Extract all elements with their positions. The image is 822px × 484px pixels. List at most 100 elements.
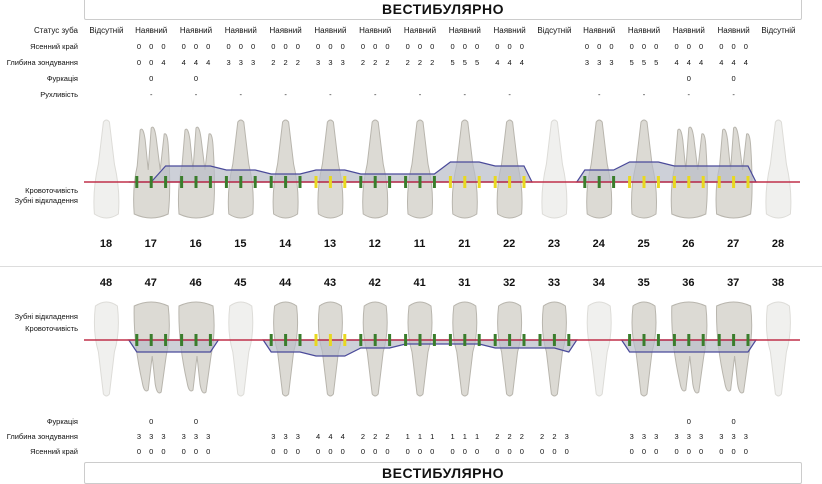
probing-depth-value: 4 [743, 58, 748, 67]
gingival-margin-value: 0 [328, 447, 333, 456]
probing-depth-value: 3 [609, 58, 614, 67]
bleeding-marker [432, 334, 436, 346]
probing-depth-value: 4 [161, 58, 166, 67]
gingival-margin-value: 0 [193, 447, 199, 456]
bleeding-marker [583, 176, 587, 188]
tooth-number: 41 [413, 277, 426, 289]
gingival-margin-value: 0 [629, 42, 634, 51]
gingival-margin-value: 0 [462, 447, 467, 456]
furcation-value: 0 [193, 74, 199, 83]
probing-depth-value: 3 [597, 58, 602, 67]
gingival-margin-value: 0 [686, 42, 691, 51]
probing-depth-value: 2 [519, 432, 524, 441]
bleeding-marker [359, 176, 363, 188]
probing-depth-value: 2 [495, 432, 500, 441]
gingival-margin-value: 0 [360, 447, 366, 456]
tooth [407, 301, 433, 397]
bleeding-marker [522, 334, 526, 346]
bleeding-marker [269, 176, 273, 188]
probing-depth-value: 3 [295, 432, 300, 441]
tooth-status: Відсутній [761, 26, 796, 35]
gingival-margin-value: 0 [385, 447, 390, 456]
probing-depth-value: 2 [540, 432, 545, 441]
probing-depth-value: 5 [629, 58, 634, 67]
tooth-number: 24 [592, 238, 605, 250]
probing-depth-value: 3 [136, 432, 142, 441]
probing-depth-value: 2 [360, 58, 366, 67]
label-plaque-lower: Зубні відкладення [14, 312, 78, 321]
tooth-number: 21 [458, 238, 471, 250]
plaque-marker [463, 176, 467, 188]
probing-depth-value: 3 [193, 432, 199, 441]
gingival-margin-value: 0 [340, 42, 345, 51]
bleeding-marker [194, 176, 198, 188]
probing-depth-value: 3 [731, 432, 736, 441]
gingival-margin-value: 0 [743, 447, 748, 456]
furcation-value: 0 [149, 74, 154, 83]
probing-depth-value: 3 [564, 432, 569, 441]
tooth-number: 33 [547, 277, 561, 289]
bleeding-marker [239, 176, 243, 188]
tooth [362, 119, 389, 219]
gingival-margin-value: 0 [474, 42, 480, 51]
probing-depth-value: 4 [328, 432, 333, 441]
probing-depth-value: 2 [507, 432, 512, 441]
tooth-outline [407, 119, 433, 219]
tooth-outline [133, 126, 171, 219]
gingival-margin-value: 0 [417, 42, 423, 51]
tooth-status: Наявний [314, 26, 347, 35]
tooth-status: Наявний [672, 26, 705, 35]
bleeding-marker [180, 334, 184, 346]
gingival-margin-value: 0 [430, 42, 435, 51]
tooth [93, 119, 120, 219]
bleeding-marker [164, 334, 168, 346]
label-furcation-lower: Фуркація [46, 417, 78, 426]
gingival-margin-value: 0 [698, 447, 704, 456]
gingival-margin-value: 0 [719, 42, 724, 51]
probing-depth-value: 5 [462, 58, 467, 67]
bleeding-marker [388, 334, 392, 346]
gingival-margin-value: 0 [316, 42, 321, 51]
probing-depth-value: 3 [206, 432, 211, 441]
probing-depth-value: 4 [193, 58, 199, 67]
bleeding-marker [298, 334, 302, 346]
bleeding-marker [359, 334, 363, 346]
gingival-margin-value: 0 [641, 447, 647, 456]
probing-depth-value: 2 [271, 58, 276, 67]
plaque-marker [642, 176, 646, 188]
plaque-marker [448, 176, 452, 188]
gingival-margin-value: 0 [698, 42, 704, 51]
label-status: Статус зуба [33, 26, 78, 35]
tooth [317, 119, 344, 219]
probing-depth-value: 3 [654, 432, 659, 441]
probing-depth-value: 3 [271, 432, 276, 441]
furcation-value: 0 [193, 417, 199, 426]
tooth-outline [362, 301, 388, 397]
gingival-margin-value: 0 [507, 447, 512, 456]
bleeding-marker [373, 334, 377, 346]
bleeding-marker [612, 176, 616, 188]
tooth-number: 36 [682, 277, 695, 289]
gingival-margin-value: 0 [674, 42, 679, 51]
plaque-marker [343, 176, 347, 188]
plaque-marker [717, 176, 721, 188]
tooth-number: 42 [368, 277, 381, 289]
tooth-status: Наявний [269, 26, 302, 35]
plaque-marker [628, 176, 632, 188]
gingival-margin-value: 0 [507, 42, 512, 51]
label-furcation: Фуркація [46, 74, 78, 83]
bleeding-marker [746, 334, 750, 346]
gingival-margin-value: 0 [193, 42, 199, 51]
gingival-margin-value: 0 [271, 447, 276, 456]
bleeding-marker [224, 176, 228, 188]
gingival-margin-value: 0 [552, 447, 557, 456]
bleeding-marker [567, 334, 571, 346]
plaque-marker [732, 176, 736, 188]
upper-teeth-diagram [84, 119, 800, 219]
probing-depth-value: 3 [743, 432, 748, 441]
tooth-number: 32 [503, 277, 516, 289]
tooth-number: 28 [771, 238, 785, 250]
tooth-number: 23 [547, 238, 561, 250]
gingival-margin-value: 0 [450, 447, 455, 456]
tooth [497, 301, 523, 397]
